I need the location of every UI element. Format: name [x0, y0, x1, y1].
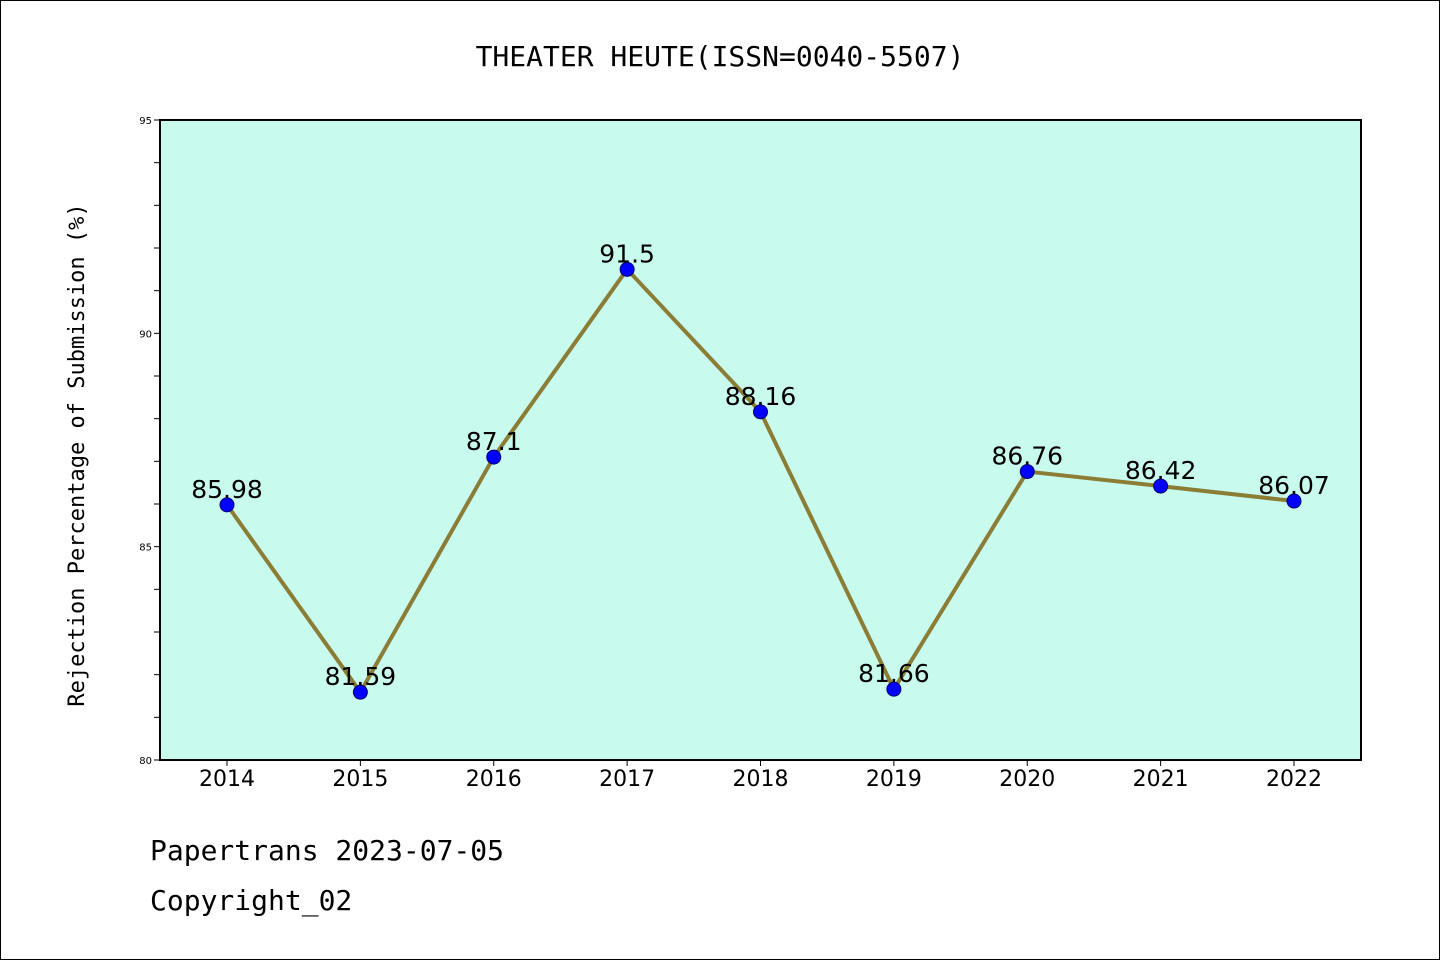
data-label-2021: 86.42 — [1125, 456, 1197, 485]
x-axis: 2014 2015 2016 2017 2018 2019 2020 2021 2022 — [199, 760, 1322, 792]
data-label-2015: 81.59 — [325, 662, 397, 691]
x-tick-label: 2022 — [1266, 767, 1322, 792]
y-tick-label: 80 — [139, 756, 152, 767]
data-point-2019 — [886, 681, 902, 697]
data-points — [219, 261, 1302, 700]
x-tick-label: 2014 — [199, 767, 255, 792]
x-tick-label: 2018 — [733, 767, 789, 792]
x-tick-label: 2017 — [599, 767, 655, 792]
plot-area — [160, 120, 1361, 760]
data-label-2022: 86.07 — [1258, 471, 1330, 500]
data-point-2017 — [619, 261, 635, 277]
data-point-2015 — [352, 684, 368, 700]
data-labels: 85.98 81.59 87.1 91.5 88.16 81.66 86.76 86.42 86… — [191, 239, 1330, 691]
y-tick-label: 90 — [139, 329, 152, 340]
data-point-2016 — [486, 449, 502, 465]
x-tick-label: 2021 — [1133, 767, 1189, 792]
x-tick-label: 2015 — [332, 767, 388, 792]
y-tick-label: 85 — [139, 543, 152, 554]
data-point-2022 — [1286, 493, 1302, 509]
data-label-2014: 85.98 — [191, 475, 263, 504]
x-tick-label: 2019 — [866, 767, 922, 792]
footer-date: Papertrans 2023-07-05 — [150, 834, 505, 867]
x-tick-label: 2020 — [999, 767, 1055, 792]
data-point-2020 — [1019, 464, 1035, 480]
y-axis: 80 85 90 95 — [139, 116, 160, 767]
data-label-2016: 87.1 — [466, 427, 522, 456]
x-tick-label: 2016 — [466, 767, 522, 792]
data-point-2021 — [1153, 478, 1169, 494]
data-label-2018: 88.16 — [725, 382, 797, 411]
y-tick-label: 95 — [139, 116, 152, 127]
data-label-2017: 91.5 — [599, 239, 655, 268]
data-point-2014 — [219, 497, 235, 513]
footer-copyright: Copyright_02 — [150, 884, 353, 917]
y-axis-label: Rejection Percentage of Submission (%) — [65, 203, 90, 706]
data-label-2019: 81.66 — [858, 659, 930, 688]
data-label-2020: 86.76 — [991, 442, 1063, 471]
plot-border — [159, 119, 1362, 761]
chart-title: THEATER HEUTE(ISSN=0040-5507) — [476, 40, 965, 73]
data-point-2018 — [753, 404, 768, 420]
